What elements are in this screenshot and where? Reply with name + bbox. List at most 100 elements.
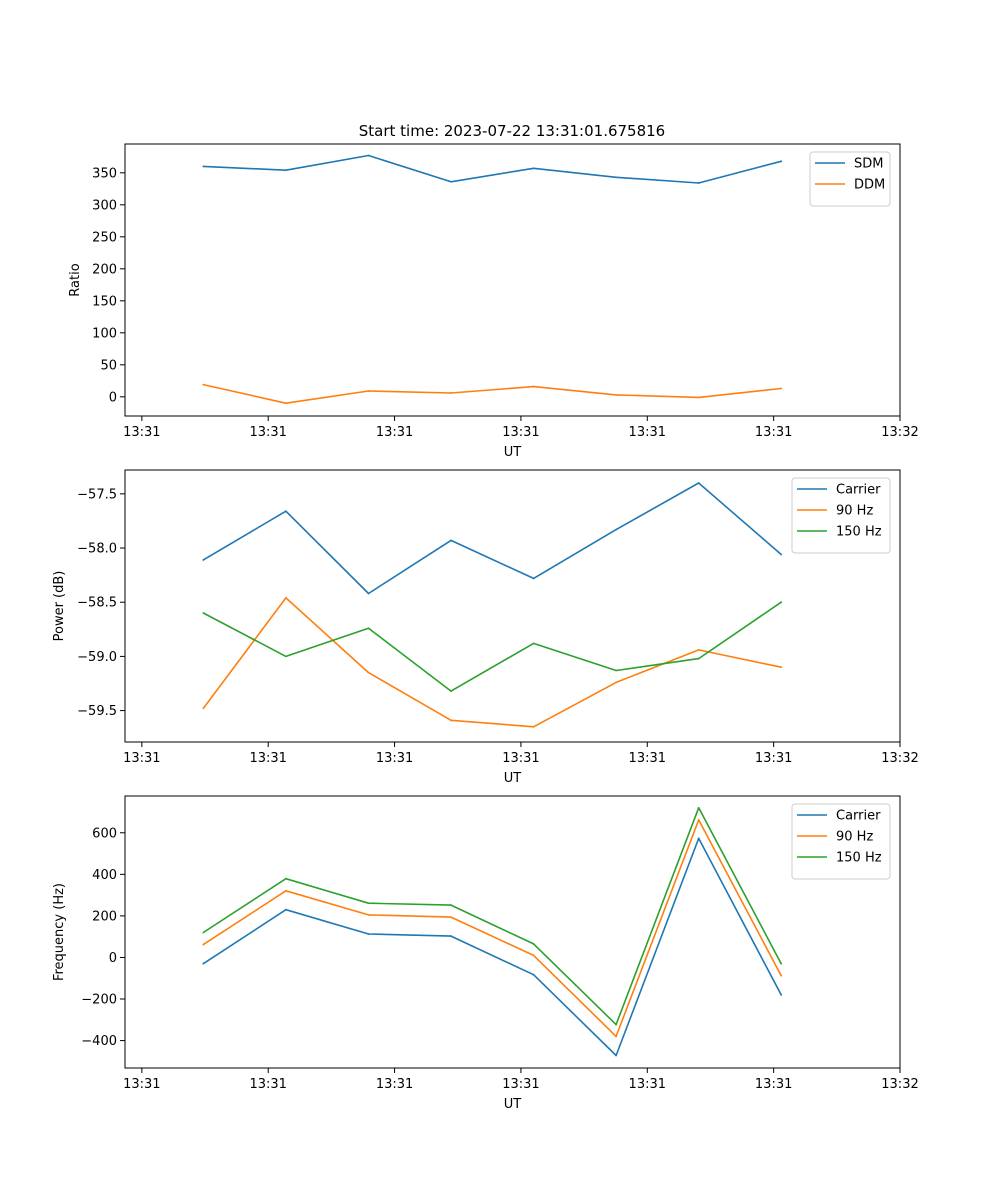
legend-label: 150 Hz bbox=[836, 851, 882, 866]
y-tick-label: 150 bbox=[92, 294, 117, 309]
data-point bbox=[450, 719, 452, 722]
data-point bbox=[284, 402, 287, 405]
data-point bbox=[615, 176, 618, 179]
data-point bbox=[367, 913, 370, 916]
data-point bbox=[615, 1023, 618, 1026]
y-tick-label: −57.5 bbox=[77, 487, 117, 502]
axes-frame bbox=[124, 795, 901, 1069]
data-point bbox=[780, 974, 783, 977]
y-tick-label: 100 bbox=[92, 326, 117, 341]
legend-label: 90 Hz bbox=[836, 830, 873, 845]
data-point bbox=[532, 642, 535, 645]
data-point bbox=[202, 383, 205, 386]
data-point bbox=[284, 655, 287, 658]
data-point bbox=[780, 553, 783, 556]
data-point bbox=[284, 596, 287, 599]
data-point bbox=[367, 592, 370, 595]
series-line-150-hz bbox=[202, 601, 782, 692]
series-line-ddm bbox=[203, 383, 782, 405]
data-point bbox=[780, 601, 783, 604]
x-tick-label: 13:31 bbox=[376, 425, 413, 440]
data-point bbox=[202, 943, 205, 946]
legend-box bbox=[791, 477, 891, 554]
legend-box bbox=[791, 803, 891, 880]
data-point bbox=[284, 169, 287, 172]
axes-frame bbox=[124, 143, 901, 417]
data-point bbox=[532, 577, 535, 580]
data-point bbox=[450, 904, 452, 906]
x-tick-label: 13:31 bbox=[123, 425, 160, 440]
y-tick-label: −58.5 bbox=[77, 596, 117, 611]
data-point bbox=[780, 962, 783, 965]
x-tick-label: 13:31 bbox=[123, 751, 160, 766]
data-point bbox=[615, 1035, 618, 1038]
x-tick-label: 13:31 bbox=[123, 1077, 160, 1092]
data-point bbox=[284, 889, 287, 892]
data-point bbox=[450, 916, 452, 919]
data-point bbox=[367, 671, 370, 674]
x-tick-label: 13:31 bbox=[249, 751, 286, 766]
y-tick-label: 0 bbox=[109, 951, 117, 966]
data-point bbox=[697, 806, 700, 809]
data-point bbox=[450, 690, 452, 692]
axes-frame bbox=[124, 469, 901, 743]
legend: Carrier 90 Hz 150 Hz bbox=[791, 477, 891, 554]
data-point bbox=[697, 396, 700, 399]
y-axis-label: Frequency (Hz) bbox=[52, 883, 67, 981]
data-point bbox=[202, 931, 205, 934]
y-tick-label: −400 bbox=[81, 1034, 117, 1049]
data-point bbox=[284, 877, 287, 880]
y-tick-label: 600 bbox=[92, 826, 117, 841]
data-point bbox=[367, 902, 370, 905]
data-point bbox=[450, 392, 452, 394]
data-point bbox=[450, 539, 452, 542]
x-tick-label: 13:31 bbox=[249, 425, 286, 440]
legend: Carrier 90 Hz 150 Hz bbox=[791, 803, 891, 880]
y-tick-label: 300 bbox=[92, 198, 117, 213]
data-point bbox=[450, 180, 452, 183]
y-tick-label: −58.0 bbox=[77, 542, 117, 557]
data-point bbox=[780, 993, 783, 996]
x-tick-label: 13:31 bbox=[502, 425, 539, 440]
data-point bbox=[532, 954, 535, 957]
x-tick-label: 13:31 bbox=[502, 751, 539, 766]
y-tick-label: −59.0 bbox=[77, 650, 117, 665]
data-point bbox=[202, 612, 205, 614]
chart-panel-2: 13:31 13:31 13:31 13:31 13:31 13:31 13:32 −59.5… bbox=[52, 469, 919, 786]
data-point bbox=[532, 167, 535, 170]
y-tick-label: −200 bbox=[81, 993, 117, 1008]
data-point bbox=[532, 385, 535, 388]
y-tick-label: 200 bbox=[92, 262, 117, 277]
data-point bbox=[367, 627, 370, 630]
data-point bbox=[202, 707, 205, 710]
data-point bbox=[697, 482, 700, 484]
data-point bbox=[615, 393, 618, 396]
x-tick-label: 13:31 bbox=[755, 425, 792, 440]
data-point bbox=[615, 669, 618, 672]
x-tick-label: 13:31 bbox=[376, 751, 413, 766]
y-tick-label: 350 bbox=[92, 166, 117, 181]
x-tick-label: 13:31 bbox=[755, 1077, 792, 1092]
legend-box bbox=[809, 151, 891, 207]
y-tick-label: 400 bbox=[92, 868, 117, 883]
data-point bbox=[697, 648, 700, 651]
data-point bbox=[367, 390, 370, 392]
x-tick-label: 13:32 bbox=[881, 1077, 918, 1092]
chart-panel-3: 13:31 13:31 13:31 13:31 13:31 13:31 13:32 −400 −… bbox=[52, 795, 919, 1112]
y-tick-label: −59.5 bbox=[77, 704, 117, 719]
y-tick-label: 250 bbox=[92, 230, 117, 245]
data-point bbox=[532, 943, 535, 945]
legend-label: 150 Hz bbox=[836, 525, 882, 540]
x-tick-label: 13:31 bbox=[249, 1077, 286, 1092]
data-point bbox=[532, 725, 535, 728]
data-point bbox=[697, 818, 700, 821]
data-point bbox=[450, 935, 452, 937]
x-axis-label: UT bbox=[504, 771, 522, 786]
data-point bbox=[202, 962, 205, 965]
data-point bbox=[202, 559, 205, 561]
data-point bbox=[532, 973, 535, 976]
legend-label: 90 Hz bbox=[836, 504, 873, 519]
data-point bbox=[202, 165, 205, 168]
data-point bbox=[697, 182, 700, 184]
